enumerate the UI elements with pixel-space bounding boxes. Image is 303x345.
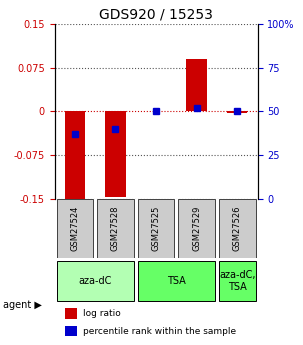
FancyBboxPatch shape xyxy=(219,260,255,301)
Text: TSA: TSA xyxy=(167,276,186,286)
Bar xyxy=(227,111,247,112)
Text: aza-dC: aza-dC xyxy=(78,276,112,286)
Text: aza-dC,
TSA: aza-dC, TSA xyxy=(219,270,255,292)
Title: GDS920 / 15253: GDS920 / 15253 xyxy=(99,8,213,22)
FancyBboxPatch shape xyxy=(138,260,215,301)
Text: GSM27524: GSM27524 xyxy=(70,206,79,251)
Bar xyxy=(186,59,207,111)
Bar xyxy=(65,326,77,336)
Text: log ratio: log ratio xyxy=(83,309,121,318)
Text: agent ▶: agent ▶ xyxy=(3,300,42,310)
FancyBboxPatch shape xyxy=(57,260,134,301)
Bar xyxy=(65,308,77,319)
Text: GSM27525: GSM27525 xyxy=(152,206,161,251)
FancyBboxPatch shape xyxy=(138,199,174,258)
FancyBboxPatch shape xyxy=(57,199,93,258)
Text: percentile rank within the sample: percentile rank within the sample xyxy=(83,327,236,336)
Bar xyxy=(105,111,125,197)
FancyBboxPatch shape xyxy=(219,199,255,258)
FancyBboxPatch shape xyxy=(178,199,215,258)
Text: GSM27529: GSM27529 xyxy=(192,206,201,251)
FancyBboxPatch shape xyxy=(97,199,134,258)
Text: GSM27528: GSM27528 xyxy=(111,206,120,251)
Text: GSM27526: GSM27526 xyxy=(233,206,242,251)
Bar xyxy=(65,111,85,201)
